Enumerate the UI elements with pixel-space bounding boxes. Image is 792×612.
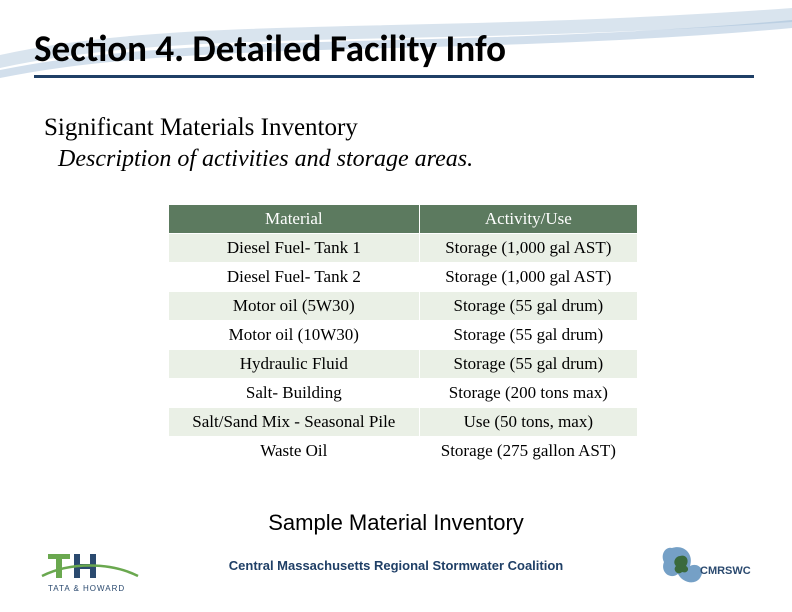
materials-table: Material Activity/Use Diesel Fuel- Tank … bbox=[168, 204, 638, 466]
cell-use: Storage (55 gal drum) bbox=[419, 321, 637, 350]
cell-use: Storage (55 gal drum) bbox=[419, 350, 637, 379]
cell-material: Diesel Fuel- Tank 1 bbox=[169, 234, 420, 263]
svg-text:CMRSWC: CMRSWC bbox=[700, 565, 751, 577]
logo-cmrswc: CMRSWC bbox=[642, 542, 752, 594]
table-header-material: Material bbox=[169, 205, 420, 234]
cell-use: Storage (1,000 gal AST) bbox=[419, 234, 637, 263]
subsection-title: Significant Materials Inventory bbox=[44, 114, 358, 142]
table-row: Waste Oil Storage (275 gallon AST) bbox=[169, 437, 638, 466]
table-row: Motor oil (5W30) Storage (55 gal drum) bbox=[169, 292, 638, 321]
cell-use: Use (50 tons, max) bbox=[419, 408, 637, 437]
cell-use: Storage (55 gal drum) bbox=[419, 292, 637, 321]
subsection-description: Description of activities and storage ar… bbox=[58, 146, 473, 173]
section-title: Section 4. Detailed Facility Info bbox=[34, 26, 754, 78]
table-header-row: Material Activity/Use bbox=[169, 205, 638, 234]
svg-text:TATA & HOWARD: TATA & HOWARD bbox=[48, 584, 125, 593]
logo-tata-howard: TATA & HOWARD bbox=[40, 544, 150, 594]
table-header-use: Activity/Use bbox=[419, 205, 637, 234]
table-caption: Sample Material Inventory bbox=[0, 510, 792, 536]
cell-material: Hydraulic Fluid bbox=[169, 350, 420, 379]
table-row: Motor oil (10W30) Storage (55 gal drum) bbox=[169, 321, 638, 350]
table-row: Diesel Fuel- Tank 1 Storage (1,000 gal A… bbox=[169, 234, 638, 263]
cell-material: Salt/Sand Mix - Seasonal Pile bbox=[169, 408, 420, 437]
cell-use: Storage (275 gallon AST) bbox=[419, 437, 637, 466]
table-row: Diesel Fuel- Tank 2 Storage (1,000 gal A… bbox=[169, 263, 638, 292]
cell-use: Storage (1,000 gal AST) bbox=[419, 263, 637, 292]
cell-material: Diesel Fuel- Tank 2 bbox=[169, 263, 420, 292]
cell-material: Motor oil (5W30) bbox=[169, 292, 420, 321]
table-row: Salt- Building Storage (200 tons max) bbox=[169, 379, 638, 408]
cell-use: Storage (200 tons max) bbox=[419, 379, 637, 408]
cell-material: Salt- Building bbox=[169, 379, 420, 408]
cell-material: Motor oil (10W30) bbox=[169, 321, 420, 350]
table-row: Hydraulic Fluid Storage (55 gal drum) bbox=[169, 350, 638, 379]
cell-material: Waste Oil bbox=[169, 437, 420, 466]
table-row: Salt/Sand Mix - Seasonal Pile Use (50 to… bbox=[169, 408, 638, 437]
